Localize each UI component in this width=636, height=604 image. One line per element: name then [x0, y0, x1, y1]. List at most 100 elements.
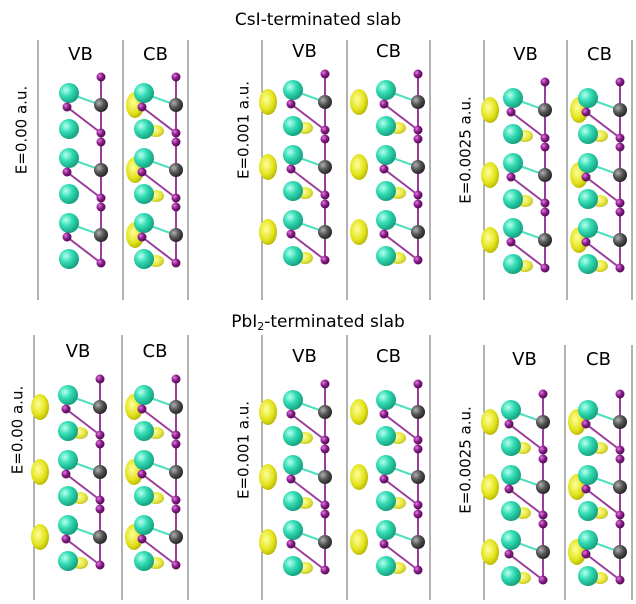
pb-atom	[94, 163, 108, 177]
cs-atom	[59, 213, 79, 233]
i-atom	[138, 103, 147, 112]
i-atom	[172, 561, 181, 570]
i-atom	[541, 264, 550, 273]
i-atom	[539, 390, 548, 399]
cs-atom	[578, 566, 598, 586]
i-atom	[172, 505, 181, 514]
cs-atom	[283, 181, 303, 201]
i-atom	[414, 510, 423, 519]
pb-atom	[318, 405, 332, 419]
cs-atom	[59, 184, 79, 204]
pb-atom	[613, 545, 627, 559]
cb-label: CB	[586, 349, 611, 370]
density-blob	[350, 154, 368, 180]
i-atom	[138, 233, 147, 242]
pb-atom	[169, 98, 183, 112]
density-blob	[259, 529, 277, 555]
cs-atom	[578, 254, 598, 274]
cs-atom	[134, 184, 154, 204]
pb-atom	[613, 233, 627, 247]
cs-atom	[503, 124, 523, 144]
cs-atom	[58, 385, 78, 405]
pb-atom	[94, 98, 108, 112]
i-atom	[96, 505, 105, 514]
title-text: CsI-terminated slab	[235, 10, 401, 30]
cs-atom	[503, 189, 523, 209]
cs-atom	[58, 486, 78, 506]
cs-atom	[283, 80, 303, 100]
cs-atom	[376, 556, 396, 576]
pb-atom	[411, 470, 425, 484]
figure: CsI-terminated slab PbI2-terminated slab…	[0, 0, 636, 604]
density-blob	[350, 89, 368, 115]
pb-atom	[169, 400, 183, 414]
i-atom	[616, 78, 625, 87]
i-atom	[414, 70, 423, 79]
cs-atom	[501, 465, 521, 485]
cs-atom	[503, 153, 523, 173]
i-atom	[321, 126, 330, 135]
density-blob	[481, 227, 499, 253]
i-atom	[539, 455, 548, 464]
pb-atom	[538, 103, 552, 117]
i-atom	[539, 446, 548, 455]
cs-atom	[578, 465, 598, 485]
pb-atom	[538, 168, 552, 182]
density-blob	[481, 162, 499, 188]
pb-atom	[93, 530, 107, 544]
cb-label: CB	[143, 341, 168, 362]
cs-atom	[283, 491, 303, 511]
cs-atom	[376, 455, 396, 475]
title-text: -terminated slab	[264, 312, 405, 332]
i-atom	[507, 108, 516, 117]
pb-atom	[613, 480, 627, 494]
i-atom	[172, 138, 181, 147]
i-atom	[380, 100, 389, 109]
i-atom	[96, 561, 105, 570]
pb-atom	[536, 415, 550, 429]
pb-atom	[93, 400, 107, 414]
cs-atom	[503, 254, 523, 274]
pb-atom	[318, 225, 332, 239]
field-label: E=0.0025 a.u.	[457, 96, 475, 204]
cs-atom	[134, 83, 154, 103]
cs-atom	[283, 116, 303, 136]
i-atom	[616, 390, 625, 399]
i-atom	[287, 100, 296, 109]
density-blob	[350, 219, 368, 245]
field-label: E=0.001 a.u.	[235, 81, 253, 179]
i-atom	[172, 496, 181, 505]
cs-atom	[134, 486, 154, 506]
density-blob	[350, 399, 368, 425]
cs-atom	[58, 450, 78, 470]
pb-atom	[94, 228, 108, 242]
cs-atom	[134, 551, 154, 571]
i-atom	[62, 535, 71, 544]
cs-atom	[134, 213, 154, 233]
i-atom	[97, 194, 106, 203]
i-atom	[380, 410, 389, 419]
cs-atom	[501, 501, 521, 521]
pb-atom	[318, 470, 332, 484]
density-blob	[259, 464, 277, 490]
cs-atom	[501, 566, 521, 586]
i-atom	[505, 550, 514, 559]
cs-atom	[501, 436, 521, 456]
cs-atom	[283, 520, 303, 540]
i-atom	[172, 440, 181, 449]
pb-atom	[411, 405, 425, 419]
i-atom	[97, 73, 106, 82]
i-atom	[172, 259, 181, 268]
i-atom	[172, 73, 181, 82]
cs-atom	[283, 390, 303, 410]
cs-atom	[58, 421, 78, 441]
i-atom	[321, 191, 330, 200]
density-blob	[481, 539, 499, 565]
cs-atom	[134, 249, 154, 269]
i-atom	[97, 138, 106, 147]
cs-atom	[578, 88, 598, 108]
cb-label: CB	[587, 44, 612, 65]
i-atom	[541, 134, 550, 143]
cs-atom	[376, 390, 396, 410]
i-atom	[97, 203, 106, 212]
